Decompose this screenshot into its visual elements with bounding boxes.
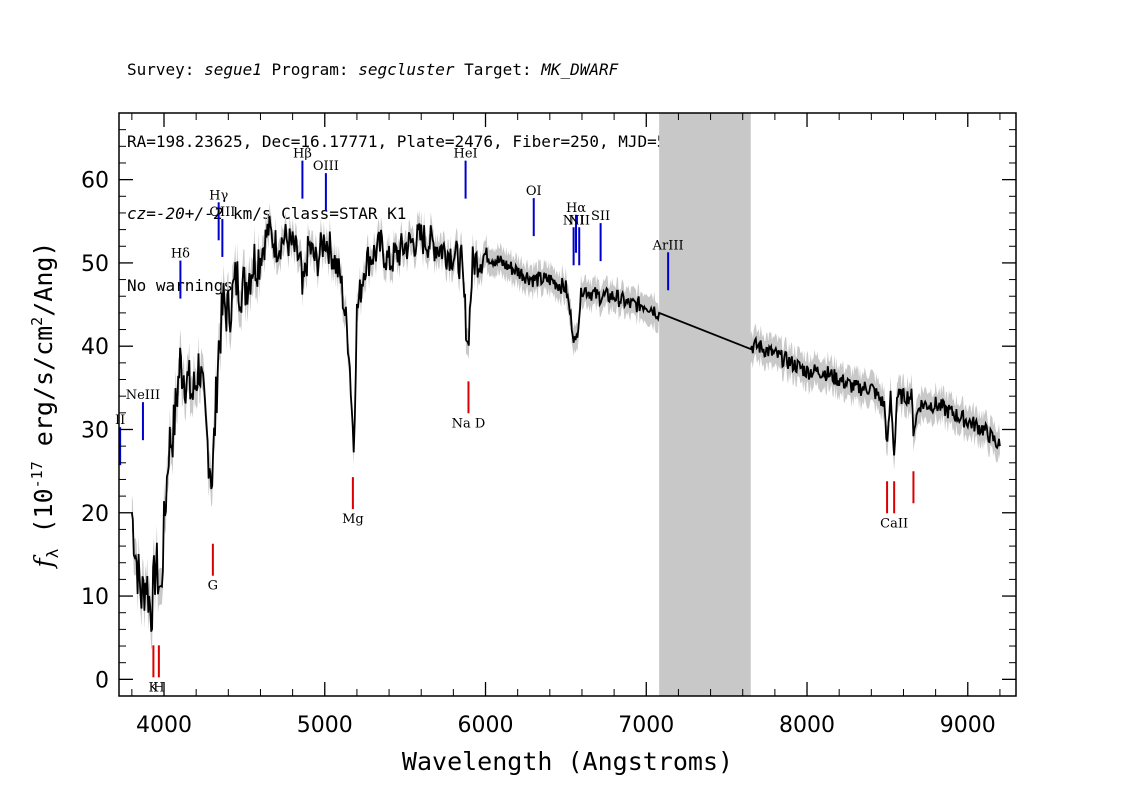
absorption-line-label: G xyxy=(208,579,218,594)
program-value: segcluster xyxy=(358,60,455,79)
y-label-units-c: /Ang) xyxy=(29,242,58,317)
error-band xyxy=(131,202,1000,650)
program-label: Program: xyxy=(261,60,359,79)
class-text: km/s Class=STAR K1 xyxy=(223,204,407,223)
y-tick-label: 40 xyxy=(81,335,109,360)
y-tick-label: 20 xyxy=(81,502,109,527)
axis-ticks-layer: 4000 5000 6000 7000 8000 9000 0 10 20 30 40 50 60 xyxy=(81,113,1016,738)
masked-region-layer xyxy=(659,113,751,696)
emission-line-label: OIII xyxy=(313,159,339,174)
y-label-f: f xyxy=(29,554,58,569)
y-axis-label: fλ (10-17 erg/s/cm2/Ang) xyxy=(28,242,62,570)
y-label-exp1: -17 xyxy=(28,461,46,488)
emission-line-label: Hα xyxy=(566,201,586,216)
emission-line-label: Hβ xyxy=(293,147,312,162)
y-label-units-b: erg/s/cm xyxy=(29,326,58,461)
target-value: MK_DWARF xyxy=(541,60,619,79)
cz-label: cz= xyxy=(127,204,156,223)
plot-frame xyxy=(118,112,1017,697)
x-axis-label: Wavelength (Angstroms) xyxy=(402,747,733,776)
absorption-line-label: H xyxy=(153,680,164,695)
y-label-lambda: λ xyxy=(43,548,62,558)
x-tick-label: 4000 xyxy=(136,713,192,738)
emission-line-label: SII xyxy=(591,209,610,224)
spectrum-layer xyxy=(131,215,1001,632)
survey-value: segue1 xyxy=(204,60,262,79)
spectrum-line xyxy=(131,215,1001,632)
header-line-warnings: No warnings. xyxy=(127,276,243,295)
target-label: Target: xyxy=(454,60,542,79)
header-line-survey: Survey: segue1 Program: segcluster Targe… xyxy=(127,58,705,82)
absorption-line-label: CaII xyxy=(880,516,908,531)
absorption-line-label: Mg xyxy=(342,512,364,527)
survey-label: Survey: xyxy=(127,60,205,79)
y-label-exp2: 2 xyxy=(28,317,46,326)
emission-line-label: NII xyxy=(563,213,585,228)
absorption-line-label: K xyxy=(149,680,159,695)
emission-line-label: NII xyxy=(568,213,590,228)
y-tick-label: 50 xyxy=(81,252,109,277)
y-tick-label: 30 xyxy=(81,418,109,443)
absorption-line-label: Na D xyxy=(452,416,486,431)
y-tick-label: 60 xyxy=(81,169,109,194)
x-tick-label: 6000 xyxy=(458,713,514,738)
error-band-layer xyxy=(131,202,1000,650)
masked-region xyxy=(659,113,751,696)
emission-line-label: HeI xyxy=(453,147,477,162)
x-tick-label: 7000 xyxy=(618,713,674,738)
emission-line-label: OIII xyxy=(209,205,235,220)
emission-line-label: OI xyxy=(526,184,542,199)
emission-line-label: II xyxy=(115,413,125,428)
y-tick-label: 10 xyxy=(81,585,109,610)
cz-value: -20+/-2 xyxy=(155,204,224,223)
x-tick-label: 8000 xyxy=(779,713,835,738)
y-tick-label: 0 xyxy=(95,668,109,693)
emission-line-label: Hδ xyxy=(171,247,190,262)
y-label-units-a: (10 xyxy=(29,488,58,548)
x-tick-label: 5000 xyxy=(297,713,353,738)
x-tick-label: 9000 xyxy=(940,713,996,738)
emission-line-label: Hγ xyxy=(209,188,228,203)
emission-line-label: ArIII xyxy=(652,238,684,253)
header-line-redshift: cz=-20+/-2 km/s Class=STAR K1 xyxy=(127,202,705,226)
emission-line-label: NeIII xyxy=(126,388,160,403)
